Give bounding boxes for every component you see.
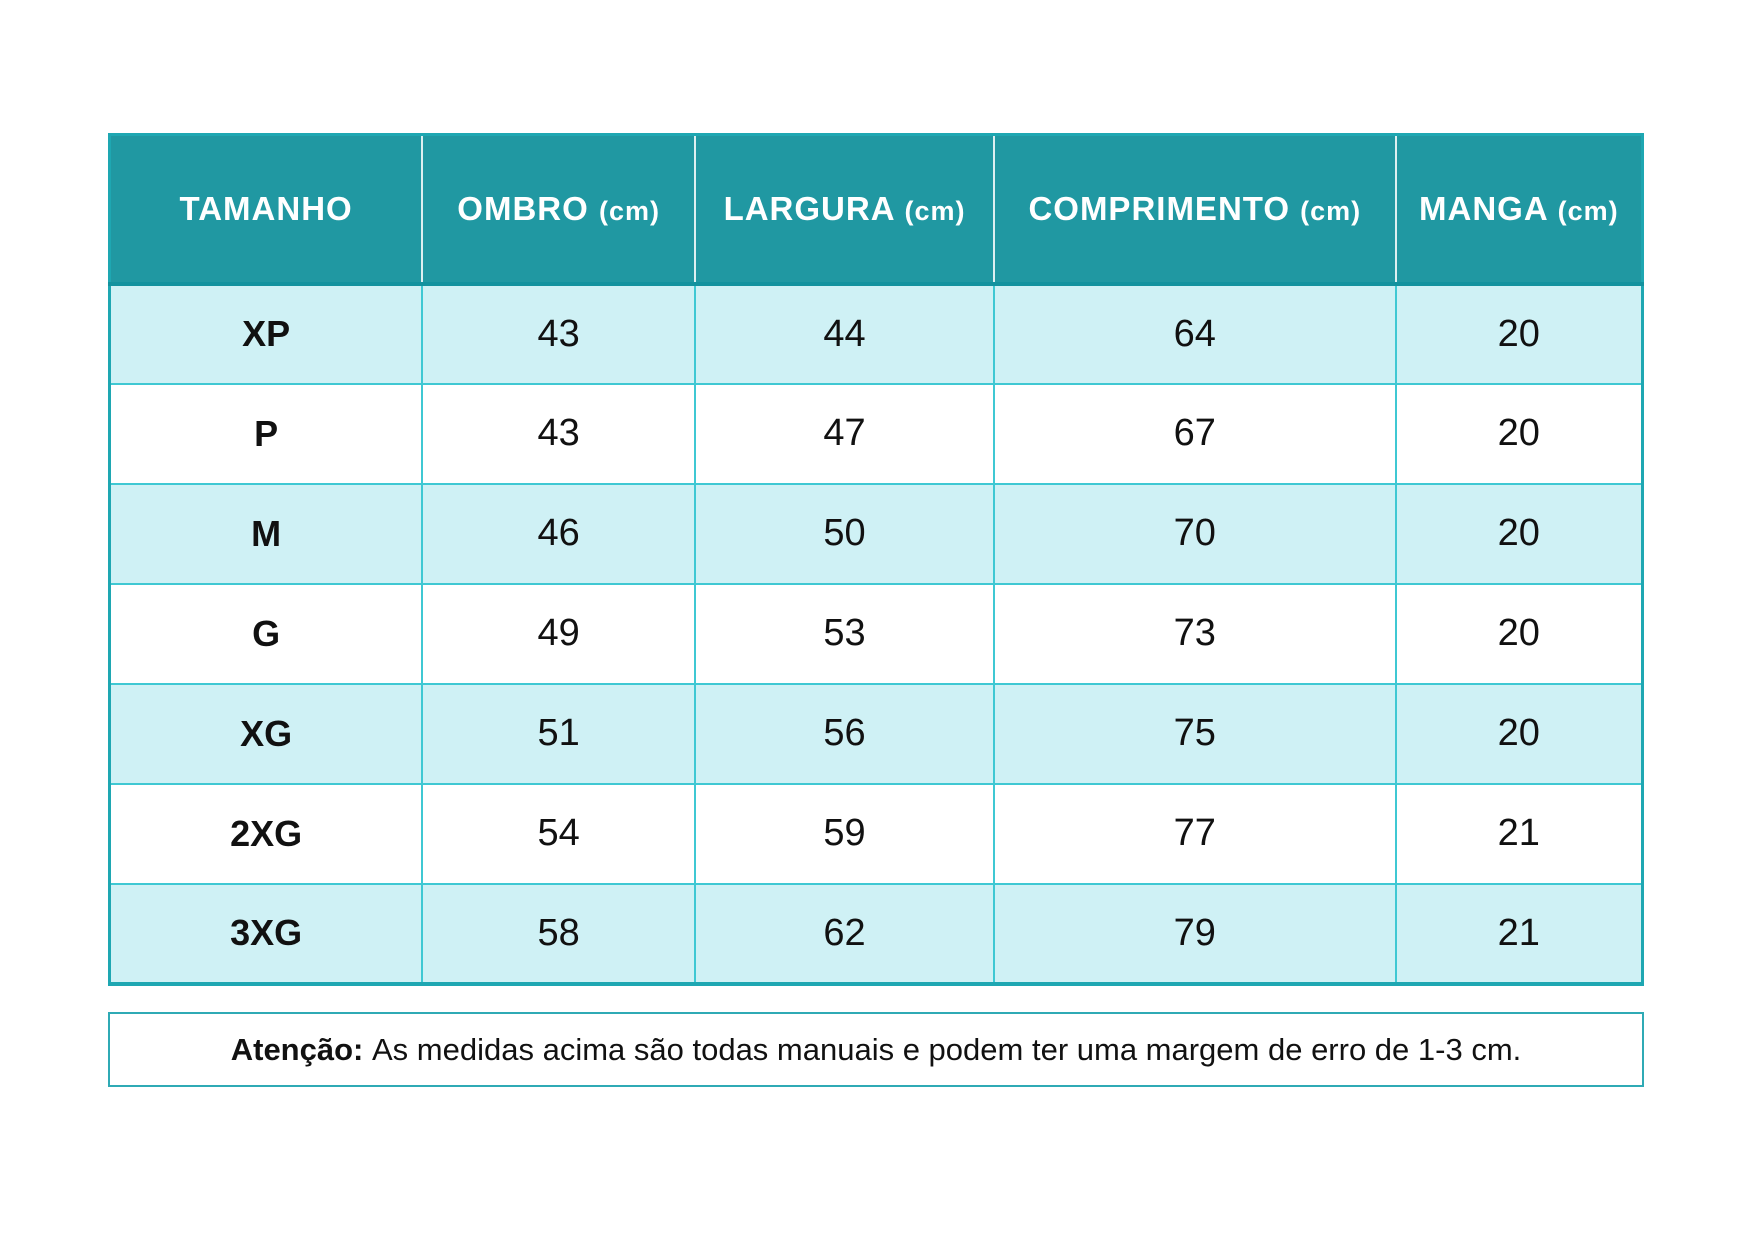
table-row-xp: XP 43 44 64 20 (108, 282, 1644, 385)
cell-manga: 21 (1394, 782, 1644, 885)
cell-manga: 21 (1394, 882, 1644, 985)
cell-largura: 53 (694, 582, 995, 685)
column-header-tamanho: TAMANHO (109, 134, 424, 286)
column-header-label: COMPRIMENTO (1028, 189, 1290, 227)
size-label: XG (108, 682, 424, 785)
column-header-unit: (cm) (904, 195, 966, 226)
table-row-2xg: 2XG 54 59 77 21 (108, 782, 1644, 885)
size-table: TAMANHO OMBRO (cm) LARGURA (cm) COMPRIMENTO… (108, 133, 1644, 986)
note-text: As medidas acima são todas manuais e pod… (372, 1031, 1522, 1067)
table-row-g: G 49 53 73 20 (108, 582, 1644, 685)
column-header-largura: LARGURA (cm) (695, 134, 995, 286)
cell-largura: 47 (694, 382, 995, 485)
cell-comprimento: 73 (993, 582, 1397, 685)
column-header-unit: (cm) (598, 195, 660, 226)
note-label: Atenção: (230, 1031, 364, 1067)
cell-largura: 62 (694, 882, 995, 985)
cell-ombro: 49 (421, 582, 697, 685)
cell-manga: 20 (1394, 482, 1644, 585)
column-header-label: MANGA (1419, 189, 1548, 227)
cell-manga: 20 (1394, 282, 1644, 385)
size-label: XP (108, 282, 424, 385)
size-label: 3XG (108, 882, 424, 985)
cell-largura: 56 (694, 682, 995, 785)
cell-manga: 20 (1394, 582, 1644, 685)
cell-ombro: 58 (421, 882, 697, 985)
size-label: G (108, 582, 424, 685)
column-header-ombro: OMBRO (cm) (422, 134, 697, 286)
cell-comprimento: 75 (993, 682, 1397, 785)
column-header-label: LARGURA (723, 189, 895, 227)
cell-largura: 44 (694, 282, 995, 385)
cell-ombro: 43 (421, 382, 697, 485)
size-label: M (108, 482, 424, 585)
cell-comprimento: 77 (993, 782, 1397, 885)
cell-ombro: 54 (421, 782, 697, 885)
column-header-manga: MANGA (cm) (1395, 134, 1643, 286)
header-row: TAMANHO OMBRO (cm) LARGURA (cm) COMPRIMENTO… (109, 134, 1643, 286)
column-header-label: TAMANHO (179, 189, 353, 227)
cell-largura: 50 (694, 482, 995, 585)
table-row-xg: XG 51 56 75 20 (108, 682, 1644, 785)
size-label: P (108, 382, 424, 485)
table-row-m: M 46 50 70 20 (108, 482, 1644, 585)
table-row-p: P 43 47 67 20 (108, 382, 1644, 485)
table-row-3xg: 3XG 58 62 79 21 (108, 882, 1644, 985)
cell-comprimento: 67 (993, 382, 1397, 485)
attention-note: Atenção: As medidas acima são todas manu… (108, 1012, 1644, 1087)
cell-ombro: 46 (421, 482, 697, 585)
column-header-unit: (cm) (1300, 195, 1362, 226)
cell-ombro: 43 (421, 282, 697, 385)
cell-comprimento: 79 (993, 882, 1397, 985)
cell-manga: 20 (1394, 682, 1644, 785)
column-header-label: OMBRO (457, 189, 589, 227)
cell-comprimento: 64 (993, 282, 1397, 385)
size-label: 2XG (108, 782, 424, 885)
cell-comprimento: 70 (993, 482, 1397, 585)
column-header-unit: (cm) (1557, 195, 1619, 226)
column-header-comprimento: COMPRIMENTO (cm) (994, 134, 1397, 286)
cell-ombro: 51 (421, 682, 697, 785)
cell-largura: 59 (694, 782, 995, 885)
cell-manga: 20 (1394, 382, 1644, 485)
